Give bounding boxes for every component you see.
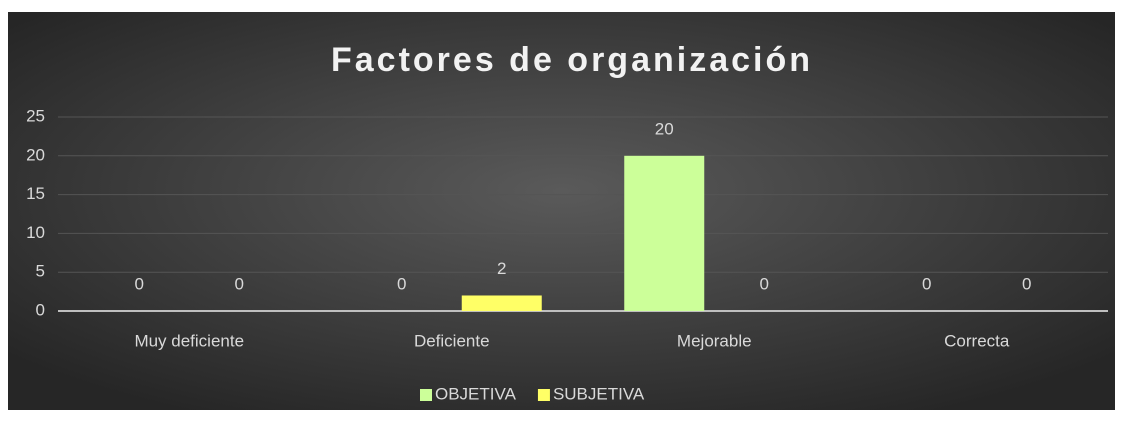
y-tick-label: 15 bbox=[26, 184, 45, 203]
x-tick-label: Mejorable bbox=[677, 331, 752, 350]
data-label: 0 bbox=[922, 274, 931, 293]
data-label: 0 bbox=[135, 274, 144, 293]
data-label: 0 bbox=[235, 274, 244, 293]
data-label: 0 bbox=[1022, 274, 1031, 293]
y-tick-label: 25 bbox=[26, 106, 45, 125]
data-label: 0 bbox=[397, 274, 406, 293]
legend-swatch bbox=[420, 389, 432, 401]
x-tick-label: Correcta bbox=[944, 331, 1010, 350]
y-tick-label: 10 bbox=[26, 223, 45, 242]
x-tick-label: Muy deficiente bbox=[134, 331, 244, 350]
legend-label: SUBJETIVA bbox=[553, 384, 645, 403]
y-tick-label: 20 bbox=[26, 145, 45, 164]
data-label: 20 bbox=[655, 119, 674, 138]
data-label: 2 bbox=[497, 259, 506, 278]
chart-title: Factores de organización bbox=[331, 41, 813, 79]
bar bbox=[461, 295, 542, 311]
y-tick-label: 5 bbox=[36, 262, 45, 281]
x-tick-label: Deficiente bbox=[414, 331, 490, 350]
data-label: 0 bbox=[760, 274, 769, 293]
y-tick-label: 0 bbox=[36, 300, 45, 319]
bar bbox=[624, 155, 705, 311]
legend-label: OBJETIVA bbox=[435, 384, 517, 403]
legend-swatch bbox=[537, 389, 550, 401]
chart-background bbox=[8, 12, 1115, 410]
